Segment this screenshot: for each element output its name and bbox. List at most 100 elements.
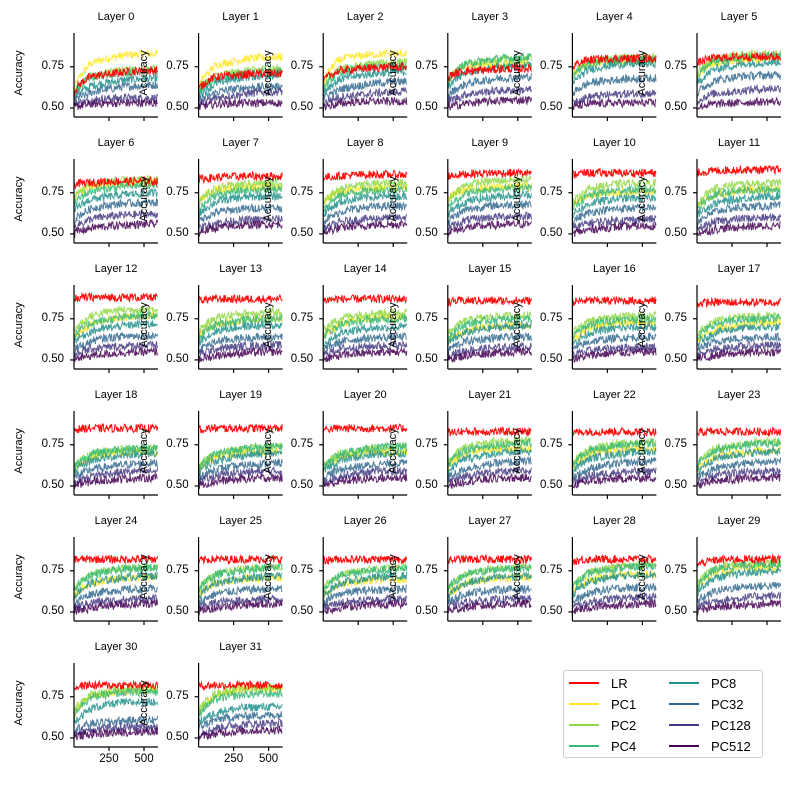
series-line-pc32 (73, 583, 159, 609)
series-line-lr (696, 51, 782, 67)
y-tick-label: 0.50 (166, 478, 189, 491)
legend-line-swatch (569, 702, 599, 706)
legend-item: PC128 (669, 715, 751, 735)
series-line-pc512 (73, 471, 158, 490)
series-line-pc4 (572, 438, 657, 472)
y-tick-label: 0.50 (41, 478, 64, 491)
series-line-pc8 (696, 446, 781, 474)
series-line-pc8 (198, 702, 283, 728)
series-line-lr (572, 295, 657, 306)
series-line-pc512 (322, 220, 408, 236)
y-tick-label: 0.75 (415, 311, 438, 324)
series-line-lr (198, 679, 283, 691)
series-line-pc32 (322, 201, 408, 229)
series-line-pc128 (322, 593, 408, 611)
y-tick-label: 0.75 (41, 437, 64, 450)
series-line-lr (447, 168, 532, 180)
series-line-pc1 (696, 317, 782, 343)
series-line-pc4 (198, 562, 283, 593)
panel-title: Layer 8 (346, 137, 384, 149)
y-tick-label: 0.75 (415, 59, 438, 72)
y-tick-label: 0.50 (166, 226, 189, 239)
series-line-lr (198, 293, 283, 305)
y-tick-label: 0.75 (41, 59, 64, 72)
series-line-pc128 (198, 465, 283, 486)
series-line-pc32 (73, 459, 159, 479)
series-line-pc4 (73, 310, 158, 339)
panel-title: Layer 12 (94, 263, 138, 275)
series-line-pc8 (73, 449, 159, 475)
panel-title: Layer 31 (219, 641, 262, 653)
series-line-pc4 (696, 560, 782, 595)
legend-label: PC32 (711, 696, 744, 712)
panel-title: Layer 9 (471, 137, 509, 149)
series-line-pc128 (198, 340, 283, 359)
series-line-pc512 (198, 472, 283, 489)
series-line-pc128 (447, 594, 532, 610)
series-line-pc32 (447, 332, 532, 353)
legend-line-swatch (569, 681, 599, 685)
y-tick-label: 0.75 (664, 437, 687, 450)
series-line-pc8 (198, 69, 283, 99)
x-tick-label: 500 (134, 753, 154, 765)
series-line-lr (696, 296, 782, 309)
series-line-pc8 (447, 571, 532, 599)
series-line-pc2 (322, 307, 408, 335)
y-tick-label: 0.75 (540, 185, 563, 198)
y-tick-label: 0.75 (166, 689, 189, 702)
series-line-lr (447, 553, 532, 565)
series-line-pc32 (73, 197, 159, 225)
y-tick-label: 0.75 (540, 59, 563, 72)
panel-title: Layer 29 (717, 515, 761, 527)
x-tick-label: 250 (224, 753, 244, 765)
series-line-pc512 (572, 221, 657, 237)
series-line-pc8 (322, 571, 408, 599)
series-line-pc4 (322, 563, 408, 595)
panel-title: Layer 17 (717, 263, 761, 275)
legend-line-swatch (669, 702, 699, 706)
series-line-pc8 (322, 321, 408, 348)
y-tick-label: 0.50 (540, 604, 563, 617)
panel-title: Layer 14 (343, 263, 387, 275)
panel-title: Layer 4 (596, 11, 633, 23)
series-line-pc128 (322, 213, 408, 234)
series-line-pc512 (447, 472, 532, 490)
series-line-pc128 (572, 342, 657, 361)
series-line-pc4 (447, 438, 532, 472)
y-tick-label: 0.50 (415, 604, 438, 617)
y-tick-label: 0.75 (166, 59, 189, 72)
legend-item: PC512 (669, 736, 751, 756)
series-line-pc32 (572, 582, 657, 607)
y-tick-label: 0.50 (290, 352, 314, 365)
series-line-lr (198, 423, 283, 435)
legend-label: PC1 (611, 696, 637, 712)
series-line-lr (572, 167, 657, 180)
x-tick-label: 250 (99, 753, 119, 765)
legend-label: PC128 (711, 717, 751, 733)
series-line-pc32 (696, 457, 782, 480)
y-tick-label: 0.75 (415, 185, 438, 198)
series-line-pc32 (447, 200, 532, 227)
series-line-pc32 (198, 583, 283, 606)
series-line-pc4 (198, 688, 283, 717)
series-line-pc2 (73, 305, 159, 332)
series-line-pc4 (73, 179, 159, 208)
series-line-pc8 (447, 447, 532, 476)
panel-title: Layer 13 (219, 263, 262, 275)
y-tick-label: 0.50 (540, 352, 563, 365)
series-line-pc4 (322, 313, 408, 344)
y-tick-label: 0.75 (290, 563, 314, 576)
series-line-pc32 (323, 76, 408, 101)
y-tick-label: 0.50 (166, 100, 189, 113)
y-tick-label: 0.50 (41, 604, 64, 617)
panel-title: Layer 28 (592, 515, 636, 527)
series-line-pc512 (322, 598, 408, 616)
